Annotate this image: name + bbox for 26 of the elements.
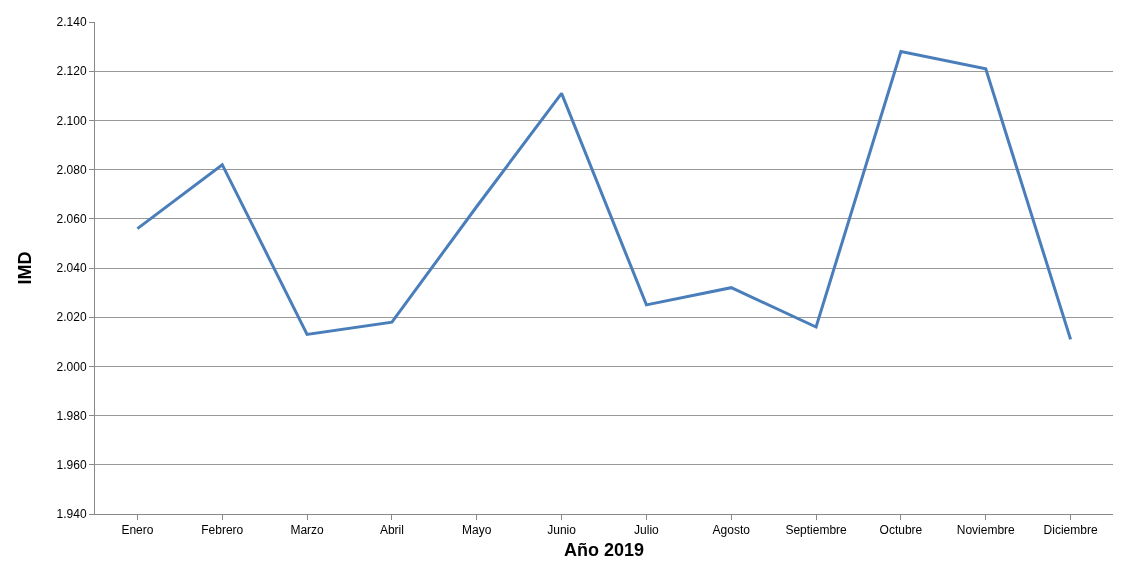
x-tick-label: Agosto bbox=[712, 523, 751, 538]
x-tick-label: Enero bbox=[121, 523, 154, 538]
y-tick-label: 1.940 bbox=[56, 507, 87, 522]
x-tick-label: Octubre bbox=[879, 523, 923, 538]
x-tick-label: Diciembre bbox=[1043, 523, 1098, 538]
y-tick-label: 2.120 bbox=[56, 64, 87, 79]
y-tick-label: 1.960 bbox=[56, 458, 87, 472]
x-axis-title: Año 2019 bbox=[563, 539, 645, 560]
x-tick-label: Septiembre bbox=[785, 523, 848, 538]
line-series bbox=[135, 50, 1073, 341]
y-tick-label: 2.100 bbox=[56, 113, 87, 128]
y-tick-label: 1.980 bbox=[56, 408, 87, 423]
y-tick-label: 2.000 bbox=[56, 359, 87, 374]
x-tick-label: Mayo bbox=[462, 523, 492, 538]
y-tick-label: 2.140 bbox=[56, 15, 87, 30]
y-axis-title: IMD bbox=[14, 251, 35, 285]
x-tick-label: Marzo bbox=[290, 523, 325, 538]
y-tick-label: 2.060 bbox=[56, 212, 87, 226]
y-tick-label: 2.020 bbox=[56, 310, 87, 325]
x-tick-label: Febrero bbox=[201, 523, 244, 538]
y-tick-label: 2.040 bbox=[56, 261, 87, 276]
x-tick-label: Junio bbox=[547, 523, 577, 538]
y-tick-label: 2.080 bbox=[56, 162, 87, 177]
x-tick-label: Noviembre bbox=[956, 523, 1016, 538]
x-tick-label: Abril bbox=[379, 523, 404, 538]
x-tick-label: Julio bbox=[634, 523, 660, 538]
